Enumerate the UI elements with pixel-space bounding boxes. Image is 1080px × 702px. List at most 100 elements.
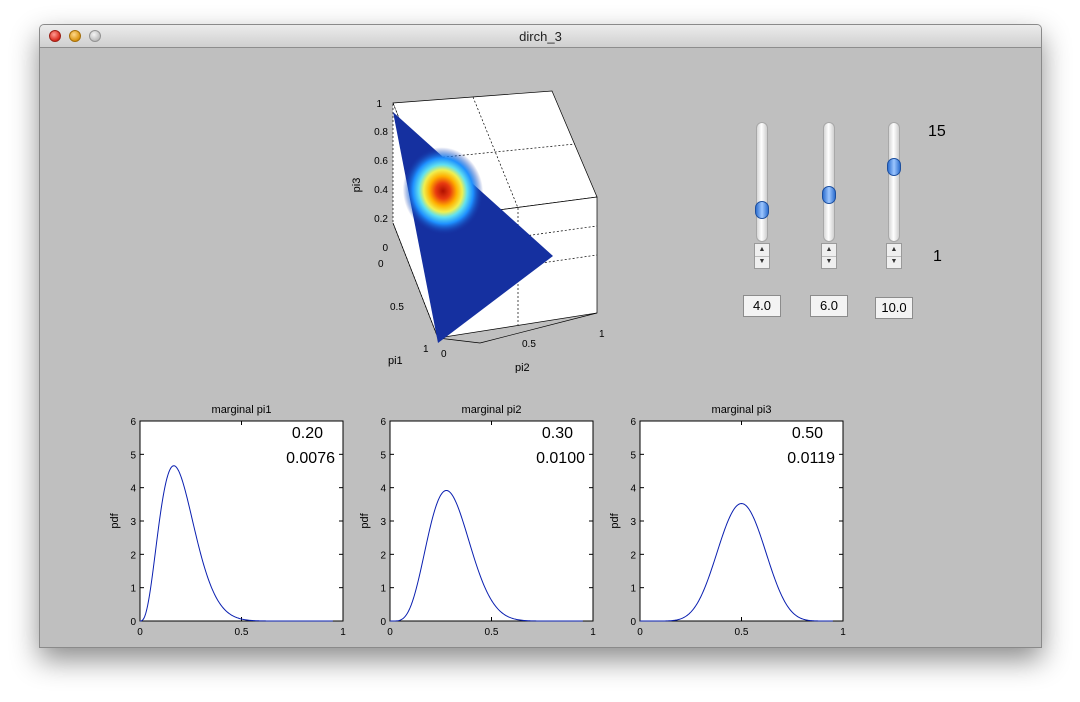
x-tick-label: 1 bbox=[840, 627, 846, 638]
y-tick-label: 6 bbox=[380, 417, 386, 428]
y-tick-label: 4 bbox=[130, 484, 136, 495]
x-tick-1: 1 bbox=[423, 344, 429, 355]
slider-max-label: 15 bbox=[928, 123, 946, 140]
alpha-value-3[interactable]: 10.0 bbox=[875, 297, 913, 319]
y-tick-label: 5 bbox=[130, 450, 136, 461]
alpha-value-2[interactable]: 6.0 bbox=[810, 295, 848, 317]
y-tick-label: 1 bbox=[630, 584, 636, 595]
alpha-slider-2[interactable]: ▲ ▼ bbox=[821, 122, 837, 270]
simplex-3d-plot[interactable]: 1 0.8 0.6 0.4 0.2 0 pi3 0 0.5 1 pi1 0 0.… bbox=[340, 73, 660, 373]
z-tick-0.8: 0.8 bbox=[374, 127, 388, 138]
z-tick-0.4: 0.4 bbox=[374, 185, 388, 196]
x-tick-label: 0 bbox=[137, 627, 143, 638]
y-tick-label: 3 bbox=[630, 517, 636, 528]
y-tick-label: 1 bbox=[130, 584, 136, 595]
slider-track[interactable] bbox=[823, 122, 835, 242]
z-tick-0.2: 0.2 bbox=[374, 214, 388, 225]
chart-title: marginal pi1 bbox=[212, 404, 272, 416]
mean-annotation: 0.20 bbox=[292, 425, 323, 442]
alpha-value-1[interactable]: 4.0 bbox=[743, 295, 781, 317]
window-title: dirch_3 bbox=[519, 29, 562, 44]
x-axis-label: pi3 bbox=[734, 646, 749, 648]
alpha-slider-3[interactable]: ▲ ▼ bbox=[886, 122, 902, 270]
x-tick-0: 0 bbox=[378, 259, 384, 270]
x-tick-label: 1 bbox=[340, 627, 346, 638]
y-tick-label: 0 bbox=[130, 617, 136, 628]
slider-track[interactable] bbox=[756, 122, 768, 242]
y-tick-label: 1 bbox=[380, 584, 386, 595]
variance-annotation: 0.0100 bbox=[536, 450, 585, 467]
y-tick-label: 3 bbox=[130, 517, 136, 528]
y-tick-label: 2 bbox=[630, 550, 636, 561]
x-tick-label: 0.5 bbox=[735, 627, 749, 638]
step-up-icon[interactable]: ▲ bbox=[822, 244, 836, 257]
density-peak bbox=[402, 147, 484, 235]
step-down-icon[interactable]: ▼ bbox=[758, 258, 766, 265]
pdf-curve bbox=[640, 503, 833, 622]
plot-area bbox=[139, 420, 344, 622]
marginal-charts: marginal pi1 0 1 2 3 4 5 6 0 0.5 1 pi1 pdf 0.20 0.0076… bbox=[109, 404, 846, 648]
y-tick-label: 2 bbox=[380, 550, 386, 561]
y-tick-label: 0 bbox=[630, 617, 636, 628]
slider-thumb[interactable] bbox=[755, 200, 769, 219]
zoom-button[interactable] bbox=[89, 30, 101, 42]
z-tick-0.6: 0.6 bbox=[374, 156, 388, 167]
y-axis-label: pdf bbox=[609, 512, 621, 528]
close-button[interactable] bbox=[49, 30, 61, 42]
x-tick-label: 0 bbox=[387, 627, 393, 638]
slider-stepper[interactable]: ▲ ▼ bbox=[754, 243, 770, 269]
marginal-chart-2: marginal pi2 0 1 2 3 4 5 6 0 0.5 1 pi2 pdf 0.30 0.0100 bbox=[359, 404, 596, 648]
app-window: dirch_3 bbox=[39, 24, 1042, 648]
y-axis-label: pdf bbox=[109, 512, 121, 528]
x-tick-0.5: 0.5 bbox=[390, 302, 404, 313]
y-axis-label: pdf bbox=[359, 512, 371, 528]
slider-min-label: 1 bbox=[933, 248, 942, 265]
y-tick-0.5: 0.5 bbox=[522, 339, 536, 350]
slider-stepper[interactable]: ▲ ▼ bbox=[886, 243, 902, 269]
slider-stepper[interactable]: ▲ ▼ bbox=[821, 243, 837, 269]
step-up-icon[interactable]: ▲ bbox=[887, 244, 901, 257]
pdf-curve bbox=[139, 465, 333, 622]
y-tick-label: 4 bbox=[380, 484, 386, 495]
minimize-button[interactable] bbox=[69, 30, 81, 42]
z-tick-0: 0 bbox=[382, 243, 388, 254]
z-tick-1: 1 bbox=[376, 99, 382, 110]
y-tick-label: 2 bbox=[130, 550, 136, 561]
y-tick-label: 6 bbox=[630, 417, 636, 428]
x-axis-label: pi2 bbox=[484, 646, 499, 648]
alpha-slider-1[interactable]: ▲ ▼ bbox=[754, 122, 770, 270]
x-tick-label: 0 bbox=[637, 627, 643, 638]
y-tick-label: 4 bbox=[630, 484, 636, 495]
chart-title: marginal pi2 bbox=[462, 404, 522, 416]
mean-annotation: 0.50 bbox=[792, 425, 823, 442]
y-tick-label: 5 bbox=[630, 450, 636, 461]
mean-annotation: 0.30 bbox=[542, 425, 573, 442]
x-tick-label: 0.5 bbox=[235, 627, 249, 638]
pdf-curve bbox=[390, 490, 583, 622]
x-axis-label: pi1 bbox=[234, 646, 249, 648]
marginal-chart-1: marginal pi1 0 1 2 3 4 5 6 0 0.5 1 pi1 pdf 0.20 0.0076 bbox=[109, 404, 346, 648]
z-axis-ticks: 1 0.8 0.6 0.4 0.2 0 bbox=[374, 99, 388, 254]
slider-thumb[interactable] bbox=[822, 186, 836, 205]
slider-thumb[interactable] bbox=[887, 157, 901, 176]
plot-area bbox=[389, 420, 594, 622]
slider-track[interactable] bbox=[888, 122, 900, 242]
z-axis-label: pi3 bbox=[351, 178, 363, 193]
y-tick-0: 0 bbox=[441, 349, 447, 360]
variance-annotation: 0.0119 bbox=[787, 450, 835, 467]
x-axis-label: pi1 bbox=[388, 355, 403, 367]
y-tick-label: 5 bbox=[380, 450, 386, 461]
step-down-icon[interactable]: ▼ bbox=[890, 258, 898, 265]
plot-area bbox=[639, 420, 844, 622]
chart-title: marginal pi3 bbox=[712, 404, 772, 416]
y-tick-label: 3 bbox=[380, 517, 386, 528]
y-tick-1: 1 bbox=[599, 329, 605, 340]
x-tick-label: 0.5 bbox=[485, 627, 499, 638]
variance-annotation: 0.0076 bbox=[286, 450, 335, 467]
title-bar: dirch_3 bbox=[40, 25, 1041, 48]
figure-content: 1 0.8 0.6 0.4 0.2 0 pi3 0 0.5 1 pi1 0 0.… bbox=[40, 48, 1041, 647]
y-tick-label: 6 bbox=[130, 417, 136, 428]
step-down-icon[interactable]: ▼ bbox=[825, 258, 833, 265]
step-up-icon[interactable]: ▲ bbox=[755, 244, 769, 257]
marginal-chart-3: marginal pi3 0 1 2 3 4 5 6 0 0.5 1 pi3 pdf 0.50 0.0119 bbox=[609, 404, 846, 648]
